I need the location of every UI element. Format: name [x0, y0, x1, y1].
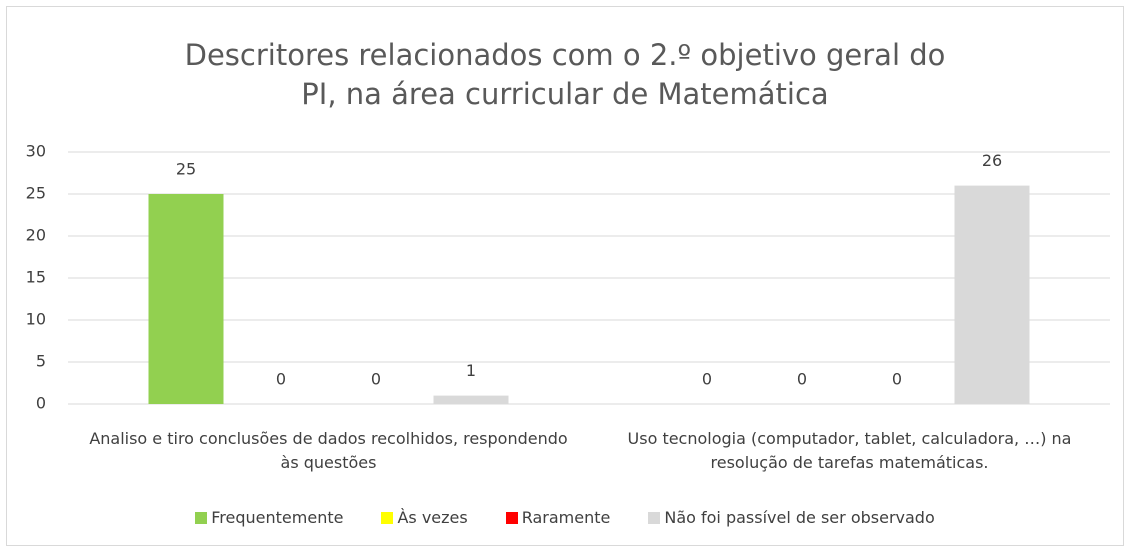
x-tick-label: Analiso e tiro conclusões de dados recol…	[89, 429, 568, 472]
bar	[433, 395, 509, 404]
legend-item: Raramente	[505, 508, 611, 527]
legend-swatch	[381, 511, 394, 524]
data-label: 0	[371, 370, 381, 389]
data-label: 0	[276, 370, 286, 389]
x-tick-label: Uso tecnologia (computador, tablet, calc…	[627, 429, 1072, 472]
legend-label: Raramente	[521, 508, 611, 527]
legend-label: Às vezes	[397, 508, 468, 527]
bar	[148, 194, 224, 404]
legend-item: Frequentemente	[195, 508, 343, 527]
legend-label: Não foi passível de ser observado	[664, 508, 935, 527]
y-tick-label: 5	[36, 352, 46, 371]
legend: Frequentemente Às vezes Raramente Não foi p…	[0, 508, 1130, 527]
y-tick-label: 10	[26, 310, 46, 329]
legend-swatch	[648, 511, 661, 524]
chart-title: Descritores relacionados com o 2.º objet…	[184, 38, 946, 111]
data-label: 0	[892, 370, 902, 389]
y-tick-label: 25	[26, 184, 46, 203]
y-tick-label: 30	[26, 142, 46, 161]
bar	[954, 185, 1030, 404]
data-label: 26	[982, 151, 1002, 170]
y-tick-label: 15	[26, 268, 46, 287]
data-label: 0	[702, 370, 712, 389]
legend-item: Às vezes	[381, 508, 468, 527]
y-tick-label: 20	[26, 226, 46, 245]
legend-item: Não foi passível de ser observado	[648, 508, 935, 527]
legend-label: Frequentemente	[211, 508, 344, 527]
data-label: 1	[466, 361, 476, 380]
legend-swatch	[505, 511, 518, 524]
y-tick-label: 0	[36, 394, 46, 413]
data-label: 0	[797, 370, 807, 389]
data-label: 25	[176, 160, 196, 179]
legend-swatch	[195, 511, 208, 524]
